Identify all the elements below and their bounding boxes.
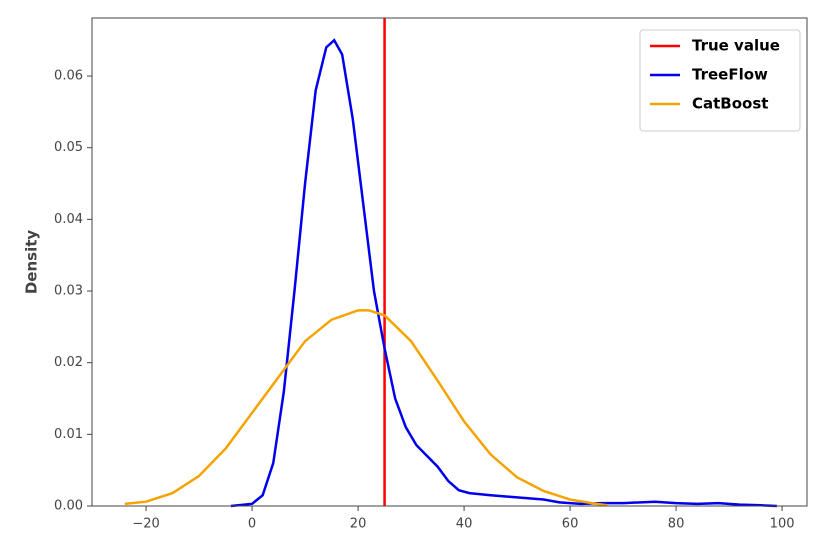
y-tick-label: 0.06 — [54, 69, 83, 84]
plot-frame — [91, 17, 808, 507]
legend-label: True value — [692, 37, 780, 55]
y-tick-label: 0.04 — [54, 212, 83, 227]
y-tick-label: 0.01 — [54, 427, 83, 442]
legend-box — [639, 29, 801, 132]
density-line — [230, 38, 777, 508]
x-tick-label: 20 — [350, 517, 367, 532]
y-tick-label: 0.03 — [54, 284, 83, 299]
legend-label: CatBoost — [692, 95, 768, 113]
y-tick-label: 0.02 — [54, 355, 83, 370]
x-tick-label: 60 — [562, 517, 579, 532]
y-axis-label: Density — [23, 230, 41, 295]
y-tick-label: 0.00 — [54, 499, 83, 514]
x-tick-label: 80 — [668, 517, 685, 532]
y-tick-label: 0.05 — [54, 140, 83, 155]
density-line — [124, 309, 608, 507]
legend-label: TreeFlow — [692, 66, 768, 84]
x-tick-label: 100 — [770, 517, 795, 532]
x-tick-label: 0 — [248, 517, 256, 532]
x-tick-label: 40 — [456, 517, 473, 532]
x-tick-label: −20 — [132, 517, 159, 532]
